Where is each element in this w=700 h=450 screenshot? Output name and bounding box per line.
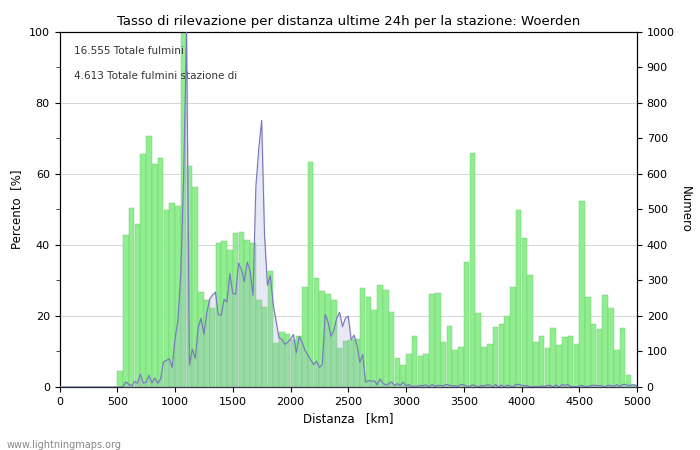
Bar [141, 154, 146, 387]
Bar [158, 158, 163, 387]
Bar [389, 312, 394, 387]
Bar [562, 337, 568, 387]
Bar [244, 240, 250, 387]
Bar [337, 348, 342, 387]
Bar [326, 294, 331, 387]
Bar [591, 324, 596, 387]
Bar [256, 301, 262, 387]
Bar [429, 294, 435, 387]
Bar [349, 341, 354, 387]
Bar [118, 371, 123, 387]
Bar [169, 203, 175, 387]
Bar [279, 332, 285, 387]
Bar [533, 342, 539, 387]
Bar [302, 287, 308, 387]
Bar [210, 308, 216, 387]
Bar [452, 350, 458, 387]
Bar [129, 208, 134, 387]
Text: 4.613 Totale fulmini stazione di: 4.613 Totale fulmini stazione di [74, 71, 237, 81]
Bar [360, 288, 365, 387]
Title: Tasso di rilevazione per distanza ultime 24h per la stazione: Woerden: Tasso di rilevazione per distanza ultime… [117, 14, 580, 27]
Bar [319, 291, 325, 387]
Bar [441, 342, 447, 387]
Bar [475, 313, 481, 387]
Bar [250, 243, 255, 387]
Bar [221, 241, 227, 387]
Bar [123, 235, 129, 387]
Bar [354, 339, 360, 387]
Bar [204, 300, 209, 387]
Bar [631, 386, 637, 387]
Bar [424, 354, 429, 387]
Bar [146, 136, 152, 387]
Bar [314, 278, 319, 387]
Bar [568, 337, 573, 387]
Bar [580, 201, 585, 387]
Bar [539, 336, 545, 387]
Bar [285, 334, 290, 387]
Bar [498, 324, 504, 387]
Bar [181, 32, 186, 387]
Bar [573, 343, 579, 387]
Bar [470, 153, 475, 387]
Bar [585, 297, 591, 387]
Bar [435, 292, 440, 387]
Bar [262, 307, 267, 387]
Bar [198, 292, 204, 387]
Bar [273, 342, 279, 387]
Bar [152, 164, 158, 387]
Bar [626, 375, 631, 387]
Bar [296, 336, 302, 387]
Bar [267, 271, 273, 387]
Bar [134, 224, 140, 387]
Text: www.lightningmaps.org: www.lightningmaps.org [7, 440, 122, 450]
Bar [372, 310, 377, 387]
Bar [458, 346, 463, 387]
Bar [164, 211, 169, 387]
Bar [290, 340, 296, 387]
Bar [614, 350, 620, 387]
Bar [412, 336, 417, 387]
Y-axis label: Percento  [%]: Percento [%] [10, 170, 23, 249]
Bar [596, 329, 602, 387]
Bar [447, 326, 452, 387]
Bar [603, 295, 608, 387]
Bar [383, 290, 389, 387]
Y-axis label: Numero: Numero [678, 186, 692, 233]
Bar [187, 166, 192, 387]
Bar [342, 342, 348, 387]
Bar [193, 187, 198, 387]
Bar [487, 344, 493, 387]
Bar [522, 238, 527, 387]
Bar [308, 162, 314, 387]
Bar [493, 327, 498, 387]
Bar [233, 233, 239, 387]
Bar [620, 328, 625, 387]
Bar [331, 300, 337, 387]
Bar [545, 348, 550, 387]
Bar [377, 285, 383, 387]
Bar [504, 316, 510, 387]
Bar [365, 297, 371, 387]
Bar [556, 345, 562, 387]
Text: 16.555 Totale fulmini: 16.555 Totale fulmini [74, 46, 184, 56]
Bar [400, 364, 406, 387]
Bar [608, 308, 614, 387]
Bar [516, 210, 522, 387]
Bar [406, 354, 412, 387]
Bar [395, 358, 400, 387]
Bar [481, 347, 486, 387]
Bar [175, 207, 181, 387]
Bar [527, 275, 533, 387]
Bar [510, 287, 516, 387]
Bar [550, 328, 556, 387]
Bar [216, 243, 221, 387]
Bar [464, 262, 470, 387]
Bar [239, 232, 244, 387]
Bar [227, 251, 232, 387]
X-axis label: Distanza   [km]: Distanza [km] [303, 412, 393, 425]
Bar [418, 356, 424, 387]
